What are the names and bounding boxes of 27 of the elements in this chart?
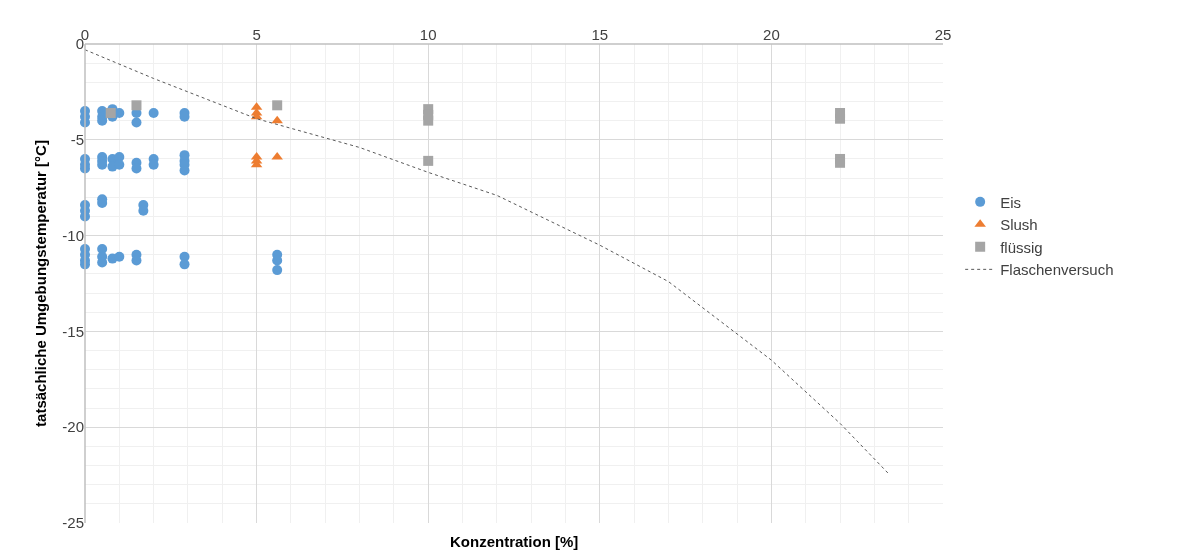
x-axis-title: Konzentration [%]: [450, 533, 579, 550]
x-tick-label: 20: [763, 26, 780, 43]
point: [271, 115, 283, 124]
point: [179, 259, 190, 270]
point: [423, 115, 434, 126]
legend-label: flüssig: [1000, 238, 1043, 256]
y-tick-label: -20: [62, 418, 84, 436]
point: [423, 155, 434, 166]
point: [131, 100, 142, 111]
legend-label: Flaschenversuch: [1000, 261, 1114, 279]
y-tick-label: -25: [62, 514, 84, 532]
y-tick-label: -10: [62, 226, 84, 244]
y-tick-label: -15: [62, 322, 84, 340]
x-tick-label: 5: [252, 26, 261, 43]
x-tick-label: 25: [934, 26, 952, 43]
y-axis-title: tatsächliche Umgebungstemperatur [°C]: [31, 140, 49, 427]
point: [131, 117, 142, 128]
x-tick-label: 15: [591, 26, 609, 43]
y-tick-label: -5: [70, 131, 84, 149]
x-tick-label: 10: [419, 26, 437, 43]
point: [114, 251, 125, 262]
point: [272, 100, 283, 111]
legend-label: Slush: [1000, 216, 1038, 234]
point: [148, 107, 159, 118]
line-series: [85, 49, 889, 474]
point: [272, 265, 283, 276]
legend-label: Eis: [1000, 193, 1021, 211]
